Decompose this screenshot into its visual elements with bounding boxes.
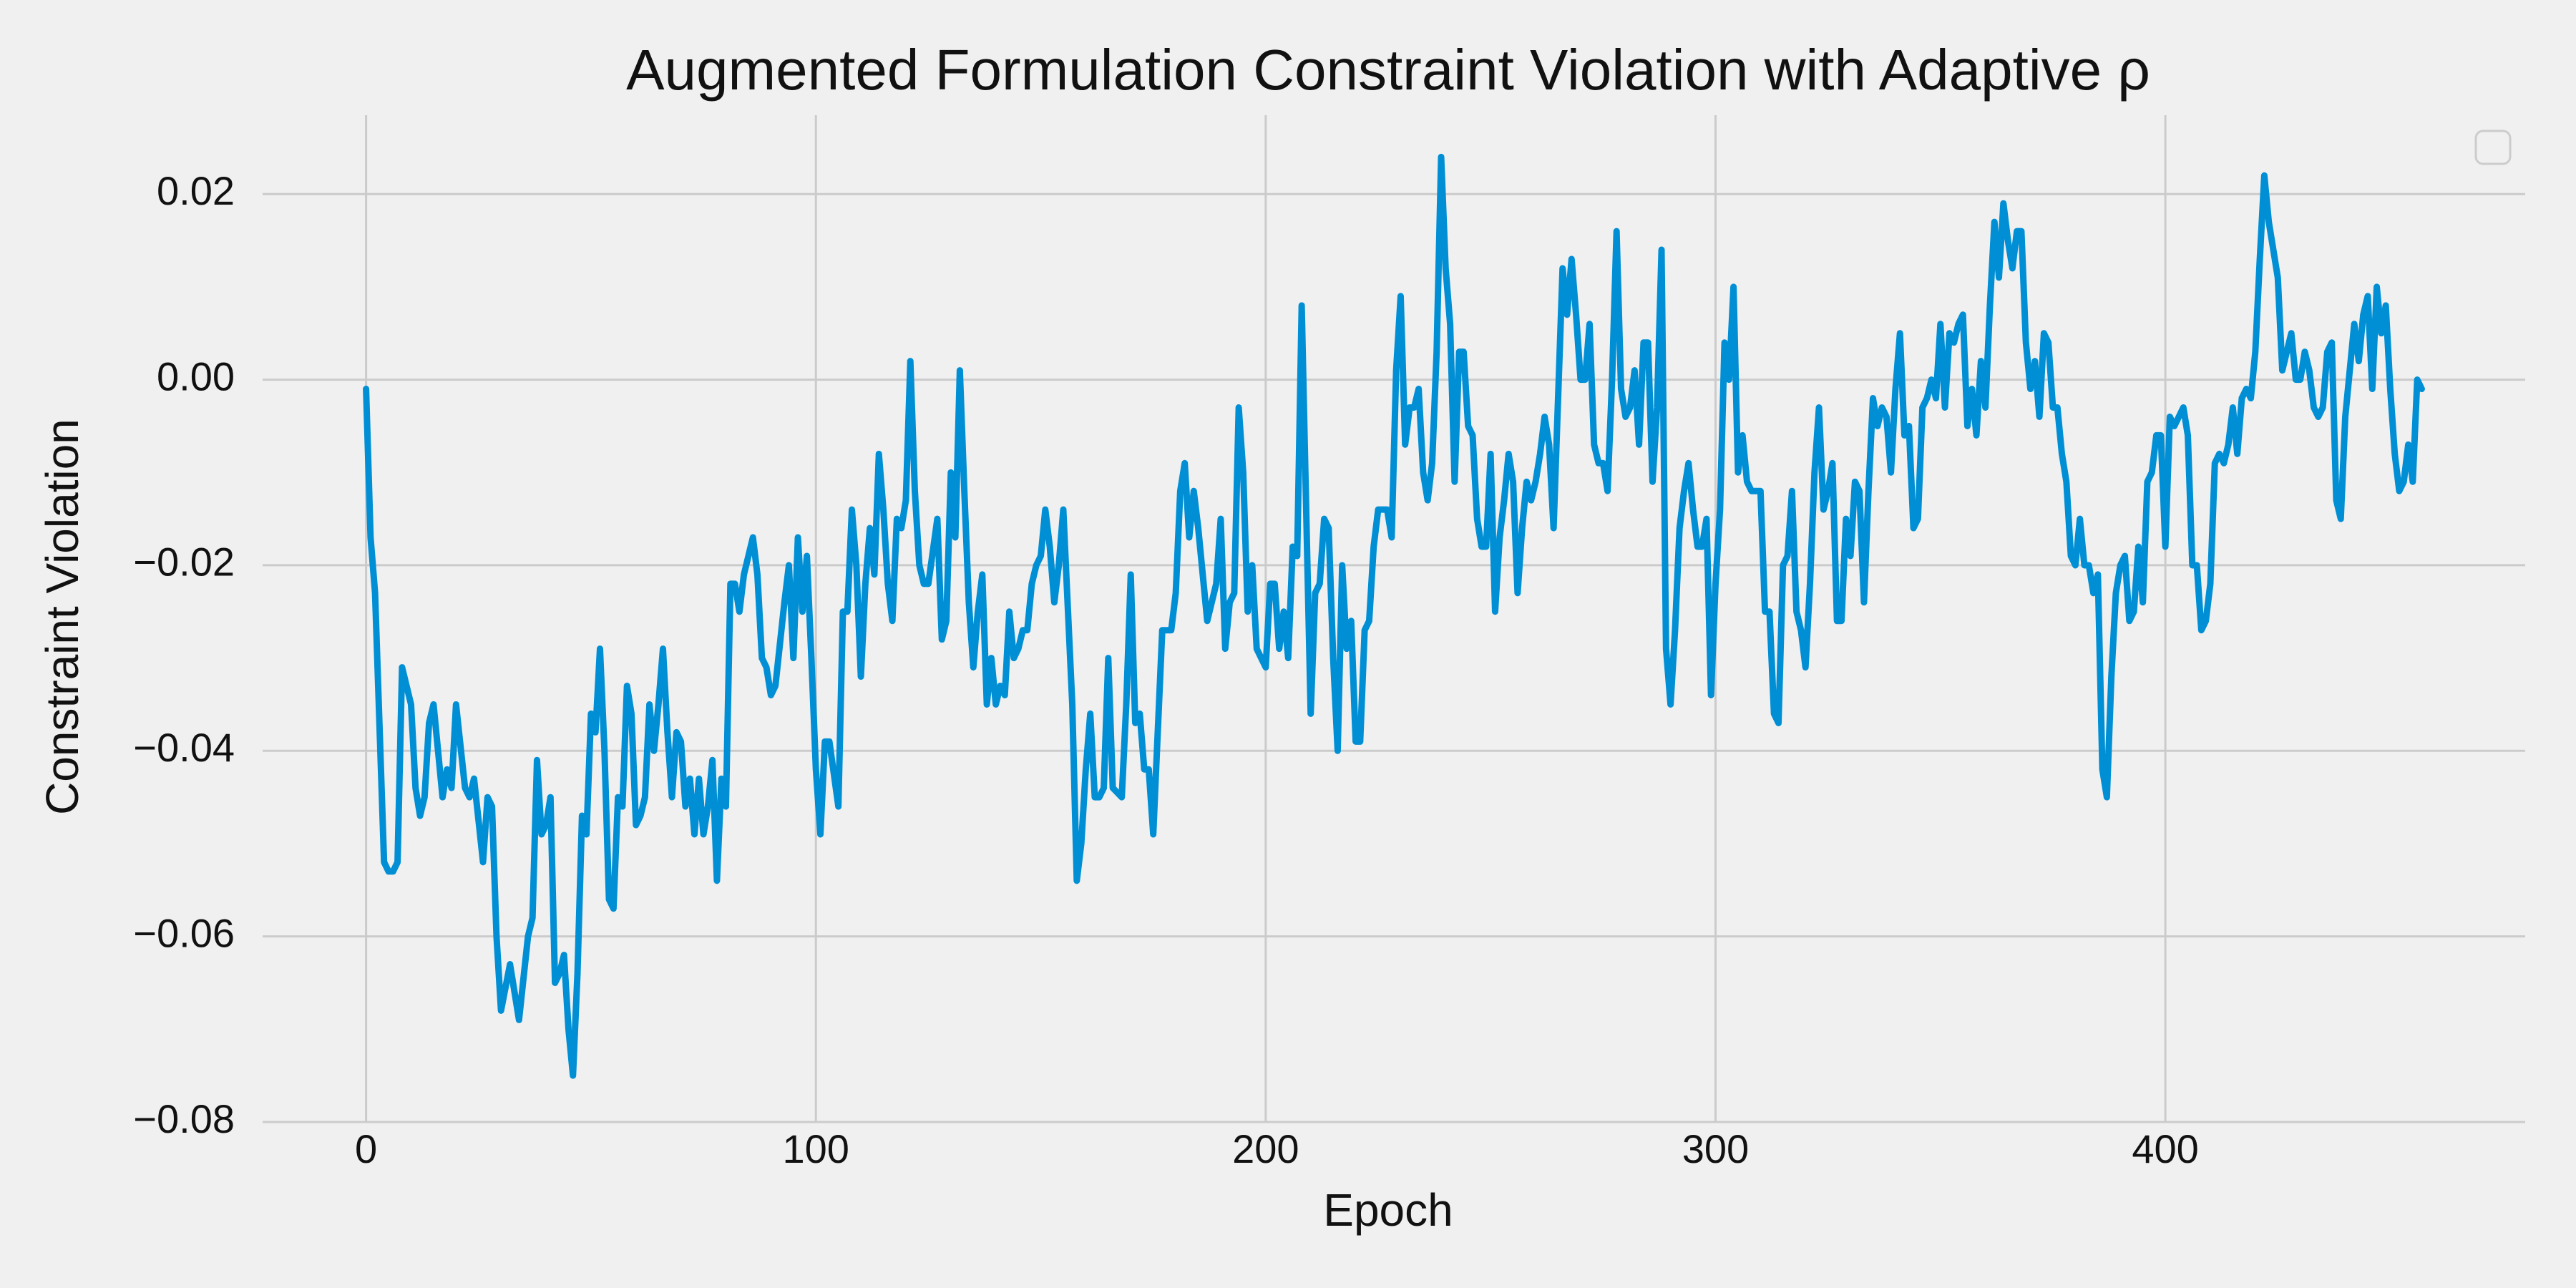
y-tick-label: 0.00	[157, 353, 235, 399]
x-tick-label: 200	[1232, 1126, 1299, 1171]
y-tick-label: −0.06	[133, 910, 235, 955]
y-tick-label: −0.08	[133, 1096, 235, 1141]
x-tick-label: 0	[355, 1126, 377, 1171]
plot	[363, 153, 2425, 1079]
x-tick-label: 300	[1682, 1126, 1749, 1171]
x-tick-label: 400	[2132, 1126, 2198, 1171]
data-line	[363, 153, 2425, 1079]
x-axis-label: Epoch	[1323, 1184, 1453, 1236]
y-axis-label: Constraint Violation	[36, 419, 88, 815]
y-tick-label: −0.04	[133, 725, 235, 770]
x-tick-label: 100	[782, 1126, 849, 1171]
chart-title: Augmented Formulation Constraint Violati…	[626, 38, 2150, 102]
y-tick-label: −0.02	[133, 540, 235, 585]
legend	[2474, 130, 2512, 165]
y-tick-label: 0.02	[157, 168, 235, 213]
